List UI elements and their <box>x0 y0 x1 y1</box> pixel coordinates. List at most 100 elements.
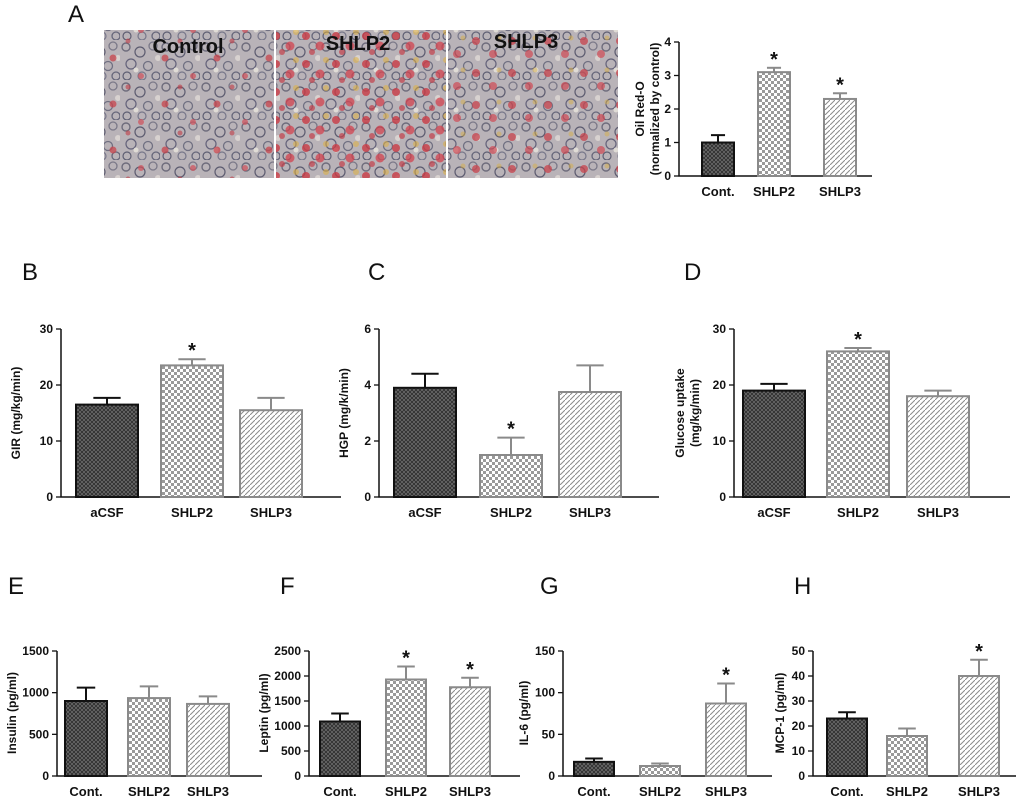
bar-d-shlp2 <box>826 350 890 498</box>
category-label-f-cont: Cont. <box>323 784 356 799</box>
y-tick-label-d: 10 <box>713 434 727 448</box>
y-tick-label-g: 100 <box>535 686 555 700</box>
micrograph-shlp3 <box>448 30 618 178</box>
y-tick-label-a: 1 <box>664 136 671 150</box>
panel-letter-f: F <box>280 573 295 600</box>
y-tick-label-e: 500 <box>29 727 49 741</box>
category-label-f-shlp2: SHLP2 <box>385 784 427 799</box>
bar-c-shlp3 <box>558 391 622 498</box>
bar-c-cont <box>393 386 457 498</box>
y-tick-label-g: 50 <box>542 727 556 741</box>
category-label-c-shlp2: SHLP2 <box>490 505 532 520</box>
bar-a-shlp2 <box>757 71 791 177</box>
significance-star-f-shlp3: * <box>466 659 474 681</box>
bar-h-shlp3 <box>958 675 1000 777</box>
y-tick-label-f: 0 <box>294 769 301 783</box>
chart-d: 0 10 20 30 Glucose uptake (mg/kg/min) aCSF * SHL… <box>673 322 1010 520</box>
micrograph-label-shlp3: SHLP3 <box>494 31 558 53</box>
category-label-a-cont: Cont. <box>701 184 734 199</box>
bar-a-cont <box>701 141 735 177</box>
y-axis-label-e: Insulin (pg/ml) <box>5 672 19 754</box>
panel-letter-c: C <box>368 259 385 286</box>
bar-h-cont <box>826 717 868 777</box>
y-tick-label-c: 2 <box>364 434 371 448</box>
significance-star-h-shlp3: * <box>975 641 983 663</box>
y-tick-label-h: 0 <box>798 769 805 783</box>
y-tick-label-h: 40 <box>792 669 806 683</box>
y-tick-label-b: 20 <box>40 378 54 392</box>
category-label-f-shlp3: SHLP3 <box>449 784 491 799</box>
chart-h: 0 10 20 30 40 50 MCP-1 (pg/ml) Cont. SHLP2 * SHLP3 <box>773 641 1016 799</box>
bar-charts: 0 1 2 3 4 Oil Red-O (normalized by control) Con… <box>5 35 1016 799</box>
category-label-g-shlp3: SHLP3 <box>705 784 747 799</box>
y-axis-label-2-d: (mg/kg/min) <box>688 379 702 447</box>
micrograph-label-control: Control <box>152 36 223 58</box>
category-label-c-shlp3: SHLP3 <box>569 505 611 520</box>
category-label-d-shlp3: SHLP3 <box>917 505 959 520</box>
bar-a-shlp3 <box>823 97 857 177</box>
y-axis-label-d: Glucose uptake <box>673 368 687 458</box>
micrograph-label-shlp2: SHLP2 <box>326 33 390 55</box>
panel-letter-g: G <box>540 573 559 600</box>
y-axis-label-g: IL-6 (pg/ml) <box>517 681 531 746</box>
category-label-b-cont: aCSF <box>90 505 123 520</box>
y-axis-label-a: Oil Red-O <box>633 81 647 136</box>
category-label-b-shlp2: SHLP2 <box>171 505 213 520</box>
y-tick-label-h: 30 <box>792 694 806 708</box>
bar-h-shlp2 <box>886 735 928 777</box>
significance-star-b-shlp2: * <box>188 340 196 362</box>
category-label-a-shlp2: SHLP2 <box>753 184 795 199</box>
panel-letter-a: A <box>68 1 84 28</box>
y-tick-label-e: 0 <box>42 769 49 783</box>
significance-star-c-shlp2: * <box>507 419 515 441</box>
panel-letter-b: B <box>22 259 38 286</box>
y-tick-label-f: 2000 <box>274 669 301 683</box>
y-tick-label-g: 0 <box>548 769 555 783</box>
category-label-h-cont: Cont. <box>830 784 863 799</box>
category-label-c-cont: aCSF <box>408 505 441 520</box>
category-label-e-shlp2: SHLP2 <box>128 784 170 799</box>
significance-star-f-shlp2: * <box>402 648 410 670</box>
y-tick-label-c: 4 <box>364 378 371 392</box>
significance-star-a-shlp2: * <box>770 49 778 71</box>
bar-f-cont <box>319 720 361 777</box>
y-tick-label-a: 3 <box>664 69 671 83</box>
panel-letter-h: H <box>794 573 811 600</box>
category-label-b-shlp3: SHLP3 <box>250 505 292 520</box>
bar-b-shlp3 <box>239 409 303 499</box>
bar-f-shlp3 <box>449 686 491 777</box>
y-tick-label-c: 6 <box>364 322 371 336</box>
bar-e-shlp2 <box>127 697 171 777</box>
y-tick-label-h: 50 <box>792 644 806 658</box>
y-tick-label-h: 20 <box>792 719 806 733</box>
y-tick-label-h: 10 <box>792 744 806 758</box>
chart-b: 0 10 20 30 GIR (mg/kg/min) aCSF * SHLP2 SHLP3 <box>9 322 341 520</box>
category-label-g-shlp2: SHLP2 <box>639 784 681 799</box>
y-axis-label-c: HGP (mg/k/min) <box>337 368 351 458</box>
chart-f: 0 500 1000 1500 2000 2500 Leptin (pg/ml) Cont. *… <box>257 644 520 799</box>
micrograph-shlp2 <box>276 30 446 178</box>
chart-c: 0 2 4 6 HGP (mg/k/min) aCSF * SHLP2 SHLP3 <box>337 322 659 520</box>
bar-b-shlp2 <box>160 364 224 498</box>
bar-d-shlp3 <box>906 395 970 499</box>
significance-star-a-shlp3: * <box>836 74 844 96</box>
y-tick-label-a: 4 <box>664 35 671 49</box>
category-label-g-cont: Cont. <box>577 784 610 799</box>
y-tick-label-e: 1000 <box>22 686 49 700</box>
y-tick-label-d: 0 <box>719 490 726 504</box>
category-label-h-shlp2: SHLP2 <box>886 784 928 799</box>
significance-star-g-shlp3: * <box>722 665 730 687</box>
y-tick-label-f: 500 <box>281 744 301 758</box>
y-tick-label-d: 20 <box>713 378 727 392</box>
y-tick-label-b: 10 <box>40 434 54 448</box>
y-tick-label-e: 1500 <box>22 644 49 658</box>
category-label-e-cont: Cont. <box>69 784 102 799</box>
bar-e-shlp3 <box>186 702 230 778</box>
bar-f-shlp2 <box>385 678 427 777</box>
bar-g-cont <box>573 760 615 777</box>
y-tick-label-a: 2 <box>664 102 671 116</box>
y-tick-label-b: 0 <box>46 490 53 504</box>
y-tick-label-b: 30 <box>40 322 54 336</box>
